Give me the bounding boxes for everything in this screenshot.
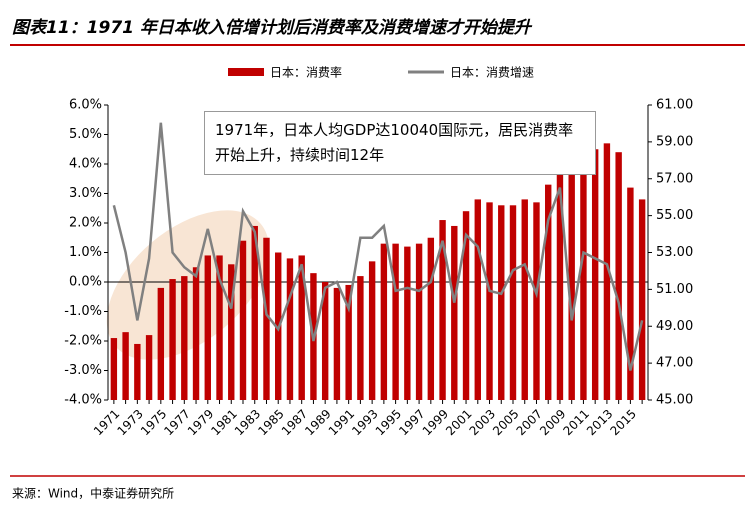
- bar: [157, 287, 165, 400]
- x-tick-label: 2011: [561, 407, 592, 438]
- x-tick-label: 1975: [138, 407, 169, 438]
- bar: [333, 287, 341, 400]
- y-tick-label: 0.0%: [69, 275, 102, 290]
- bar: [556, 152, 564, 400]
- bar: [228, 264, 235, 400]
- y2-tick-label: 51.00: [656, 282, 693, 297]
- bar: [169, 279, 176, 400]
- legend-label: 日本：消费率: [270, 65, 342, 80]
- bar: [392, 243, 399, 400]
- bar: [521, 199, 528, 400]
- bar: [615, 152, 622, 400]
- y2-tick-label: 47.00: [656, 356, 693, 371]
- x-tick-label: 1989: [302, 407, 333, 438]
- bar: [122, 332, 129, 400]
- bar: [591, 149, 599, 400]
- y2-tick-label: 55.00: [656, 208, 693, 223]
- y-tick-label: 4.0%: [69, 157, 102, 172]
- x-tick-label: 1987: [279, 407, 310, 438]
- bar: [181, 276, 188, 400]
- bar: [533, 202, 540, 400]
- y2-tick-label: 49.00: [656, 319, 693, 334]
- bar: [380, 243, 388, 400]
- x-tick-label: 1995: [373, 407, 404, 438]
- bar: [462, 211, 470, 400]
- chart-title: 图表11：1971 年日本收入倍增计划后消费率及消费增速才开始提升: [12, 18, 533, 38]
- legend-label: 日本：消费增速: [450, 66, 534, 80]
- x-tick-label: 1993: [349, 407, 380, 438]
- bar: [474, 199, 481, 400]
- bar: [415, 243, 423, 400]
- bar: [580, 155, 587, 400]
- x-tick-label: 1983: [232, 407, 263, 438]
- bar: [251, 225, 258, 400]
- bar: [286, 258, 294, 400]
- source: 来源：Wind，中泰证券研究所: [12, 486, 174, 501]
- bar: [216, 255, 223, 400]
- y-tick-label: 3.0%: [69, 186, 102, 201]
- legend-swatch: [228, 68, 264, 76]
- bar: [110, 338, 118, 400]
- bar: [498, 205, 505, 400]
- x-tick-label: 1999: [420, 407, 451, 438]
- y2-tick-label: 53.00: [656, 245, 693, 260]
- y-tick-label: 1.0%: [69, 245, 102, 260]
- x-tick-label: 2015: [607, 407, 638, 438]
- bar: [357, 276, 364, 400]
- bar: [627, 187, 634, 400]
- bar: [451, 225, 458, 400]
- bar: [145, 335, 153, 400]
- bar: [404, 246, 411, 400]
- y-tick-label: 6.0%: [69, 98, 102, 113]
- annotation: 1971年，日本人均GDP达10040国际元，居民消费率开始上升，持续时间12年: [204, 111, 596, 175]
- y-tick-label: -3.0%: [64, 363, 102, 378]
- x-tick-label: 2003: [467, 407, 498, 438]
- y2-tick-label: 45.00: [656, 393, 693, 408]
- x-tick-label: 1977: [161, 407, 192, 438]
- bar: [204, 255, 211, 400]
- bar: [368, 261, 376, 400]
- x-tick-label: 1973: [114, 407, 145, 438]
- bar: [134, 343, 141, 400]
- x-tick-label: 2009: [537, 407, 568, 438]
- bar: [263, 237, 270, 400]
- bar: [427, 237, 435, 400]
- bar: [321, 282, 329, 400]
- y2-tick-label: 59.00: [656, 134, 693, 149]
- y-tick-label: -2.0%: [64, 334, 102, 349]
- bar: [545, 184, 552, 400]
- y-tick-label: -1.0%: [64, 304, 102, 319]
- bar: [298, 255, 305, 400]
- y2-tick-label: 61.00: [656, 98, 693, 113]
- x-tick-label: 2005: [490, 407, 521, 438]
- x-tick-label: 1981: [208, 407, 239, 438]
- line: [112, 122, 644, 371]
- bar: [509, 205, 517, 400]
- x-tick-label: 1979: [185, 407, 216, 438]
- y-tick-label: 2.0%: [69, 216, 102, 231]
- x-tick-label: 1991: [326, 407, 357, 438]
- y2-tick-label: 57.00: [656, 171, 693, 186]
- bar: [603, 143, 611, 400]
- bar: [486, 202, 493, 400]
- bar: [192, 267, 200, 400]
- bar: [568, 164, 575, 400]
- bar: [439, 220, 446, 400]
- x-tick-label: 2013: [584, 407, 615, 438]
- x-tick-label: 1971: [91, 407, 122, 438]
- bar: [239, 240, 247, 400]
- x-tick-label: 2001: [443, 407, 474, 438]
- bar: [345, 284, 352, 400]
- y-tick-label: -4.0%: [64, 393, 102, 408]
- bar: [638, 199, 646, 400]
- x-tick-label: 1985: [255, 407, 286, 438]
- y-tick-label: 5.0%: [69, 127, 102, 142]
- x-tick-label: 2007: [514, 407, 545, 438]
- x-tick-label: 1997: [396, 407, 427, 438]
